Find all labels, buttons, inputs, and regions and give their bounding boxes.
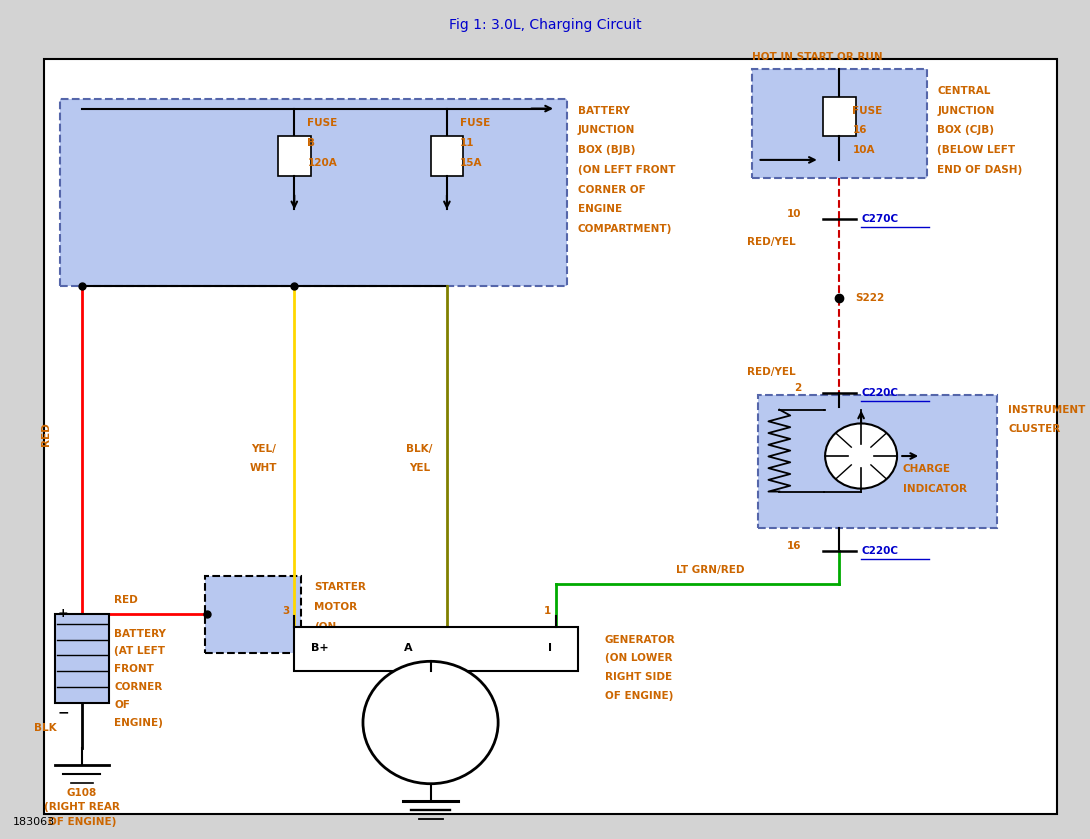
Text: G108: G108 [66,788,97,798]
Text: BATTERY: BATTERY [114,628,167,638]
Text: RED/YEL: RED/YEL [747,367,796,377]
Text: REAR OF: REAR OF [314,639,364,649]
Circle shape [363,661,498,784]
Text: Fig 1: 3.0L, Charging Circuit: Fig 1: 3.0L, Charging Circuit [449,18,641,32]
Text: −: − [58,706,70,720]
Text: END OF DASH): END OF DASH) [937,164,1022,175]
Text: JUNCTION: JUNCTION [578,125,635,135]
Bar [54,614,109,703]
Text: OF ENGINE): OF ENGINE) [48,817,116,827]
Text: CLUSTER: CLUSTER [1008,425,1061,435]
FancyBboxPatch shape [758,395,997,528]
Text: 183063: 183063 [13,817,56,827]
Text: INSTRUMENT: INSTRUMENT [1008,404,1086,414]
Text: C220C: C220C [861,388,898,398]
Text: C270C: C270C [861,214,898,224]
Text: YEL: YEL [409,463,431,473]
Text: BLK: BLK [35,723,57,733]
Text: INDICATOR: INDICATOR [903,483,967,493]
Text: C220C: C220C [861,546,898,555]
Text: 120A: 120A [307,158,337,168]
Text: CORNER: CORNER [114,682,162,692]
Text: JUNCTION: JUNCTION [937,106,995,116]
Text: ENGINE: ENGINE [578,204,621,214]
Text: RED: RED [40,422,51,446]
Bar [823,96,856,136]
Text: S222: S222 [856,293,885,303]
Text: BATTERY: BATTERY [578,106,630,116]
FancyBboxPatch shape [752,69,926,178]
Text: YEL/: YEL/ [252,444,276,454]
Text: OF: OF [114,700,131,710]
Text: 11: 11 [460,138,474,149]
Text: B+: B+ [311,644,328,654]
Text: A: A [404,644,413,654]
Text: (AT LEFT: (AT LEFT [114,647,166,656]
Text: 1: 1 [544,606,550,616]
Bar [431,136,463,175]
Text: ENGINE): ENGINE) [114,717,164,727]
Bar [294,627,578,671]
Text: STARTER: STARTER [314,582,366,592]
Text: 16: 16 [787,541,801,551]
Bar [278,136,311,175]
Text: LT GRN/RED: LT GRN/RED [676,565,744,575]
Text: I: I [548,644,553,654]
Text: WHT: WHT [250,463,278,473]
Text: GENERATOR: GENERATOR [605,634,676,644]
Circle shape [825,424,897,488]
Text: 10: 10 [787,209,801,219]
Text: FRONT: FRONT [114,664,155,675]
Text: 10A: 10A [852,145,875,155]
Text: RED: RED [114,595,138,605]
Text: (ON LEFT FRONT: (ON LEFT FRONT [578,164,675,175]
Text: BLK/: BLK/ [407,444,433,454]
Text: (BELOW LEFT: (BELOW LEFT [937,145,1016,155]
Text: OF ENGINE): OF ENGINE) [605,690,674,701]
FancyBboxPatch shape [60,99,567,286]
Text: BOX (CJB): BOX (CJB) [937,125,994,135]
Text: ENGINE): ENGINE) [314,657,363,667]
Text: 15A: 15A [460,158,483,168]
Text: 2: 2 [794,383,801,393]
Text: FUSE: FUSE [852,106,883,116]
Text: CENTRAL: CENTRAL [937,86,991,96]
Text: RIGHT SIDE: RIGHT SIDE [605,672,673,682]
Text: +: + [58,607,69,620]
Text: CHARGE: CHARGE [903,464,950,474]
Text: B: B [307,138,315,149]
Text: 16: 16 [852,125,867,135]
Text: (ON LOWER: (ON LOWER [605,654,673,664]
Text: (ON: (ON [314,622,336,632]
Bar [205,576,301,654]
Text: 3: 3 [282,606,289,616]
Text: FUSE: FUSE [460,118,490,128]
Text: HOT IN START OR RUN: HOT IN START OR RUN [752,52,883,62]
Text: BOX (BJB): BOX (BJB) [578,145,635,155]
Text: (RIGHT REAR: (RIGHT REAR [44,802,120,812]
Text: COMPARTMENT): COMPARTMENT) [578,224,673,234]
Text: MOTOR: MOTOR [314,602,358,612]
Text: FUSE: FUSE [307,118,338,128]
Text: RED/YEL: RED/YEL [747,237,796,247]
Text: CORNER OF: CORNER OF [578,185,645,195]
